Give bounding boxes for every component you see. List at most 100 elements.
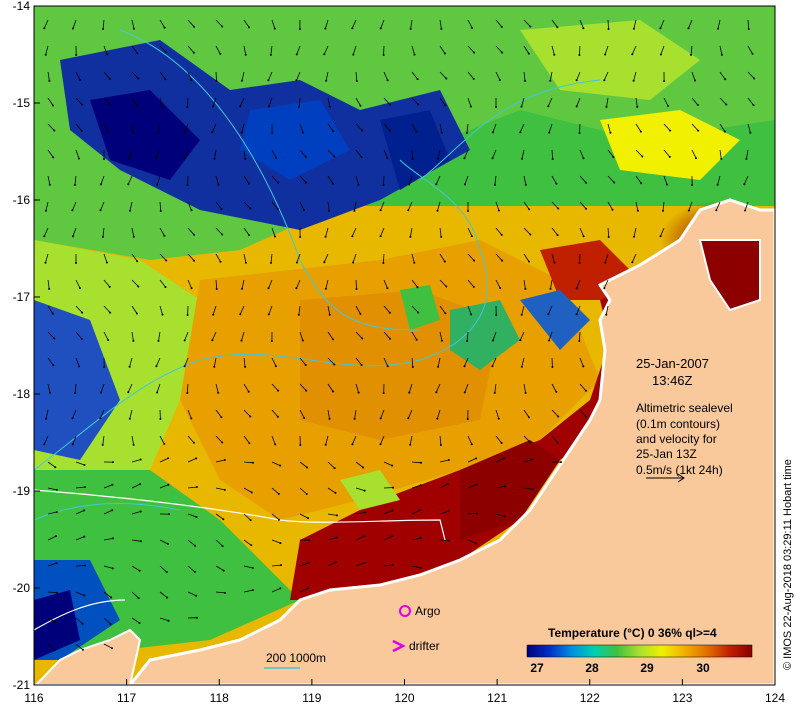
argo-label: Argo [415, 604, 441, 618]
velocity-arrowhead [106, 131, 109, 134]
velocity-arrow [495, 253, 503, 261]
velocity-arrowhead [186, 392, 189, 394]
velocity-arrow [411, 484, 421, 489]
velocity-arrowhead [437, 365, 440, 368]
velocity-arrowhead [575, 105, 578, 108]
velocity-arrowhead [386, 287, 389, 290]
velocity-arrowhead [324, 27, 327, 30]
velocity-arrow [467, 45, 475, 53]
velocity-arrow [299, 409, 305, 419]
velocity-arrowhead [495, 314, 498, 316]
velocity-arrow [521, 97, 525, 107]
velocity-arrowhead [332, 130, 335, 133]
velocity-arrowhead [43, 27, 46, 30]
velocity-arrowhead [138, 622, 141, 624]
velocity-arrowhead [669, 129, 672, 132]
velocity-arrow [354, 409, 357, 419]
velocity-arrowhead [440, 235, 443, 238]
velocity-arrow [103, 279, 111, 288]
velocity-arrowhead [475, 457, 478, 460]
velocity-arrowhead [331, 182, 334, 185]
velocity-arrowhead [83, 594, 86, 597]
velocity-arrowhead [132, 339, 135, 342]
velocity-arrowhead [139, 483, 142, 486]
velocity-arrowhead [99, 183, 102, 186]
x-tick-label: 119 [302, 691, 321, 705]
velocity-arrow [633, 19, 637, 29]
velocity-arrowhead [603, 79, 606, 82]
velocity-arrow [215, 591, 226, 594]
velocity-arrow [72, 409, 77, 419]
velocity-arrowhead [612, 156, 615, 159]
velocity-arrow [45, 45, 49, 55]
velocity-arrow [298, 305, 301, 315]
velocity-arrowhead [128, 157, 131, 160]
velocity-arrow [383, 97, 391, 105]
velocity-arrow [243, 175, 250, 184]
velocity-arrowhead [743, 183, 746, 186]
velocity-arrowhead [304, 155, 307, 158]
velocity-arrowhead [636, 105, 639, 108]
velocity-arrow [747, 123, 751, 133]
velocity-arrow [243, 565, 253, 569]
velocity-arrowhead [155, 365, 158, 368]
velocity-arrow [271, 487, 280, 495]
velocity-arrowhead [195, 594, 198, 597]
velocity-arrow [579, 383, 587, 392]
velocity-arrowhead [407, 209, 410, 212]
velocity-arrowhead [409, 27, 412, 30]
velocity-arrowhead [271, 132, 274, 134]
velocity-arrowhead [299, 236, 302, 238]
velocity-arrow [327, 561, 337, 567]
velocity-arrow [437, 409, 441, 419]
velocity-arrow [548, 331, 553, 341]
velocity-arrow [439, 331, 443, 341]
velocity-arrowhead [109, 623, 112, 626]
velocity-arrow [102, 19, 105, 30]
velocity-arrow [271, 175, 279, 183]
velocity-arrowhead [217, 183, 220, 186]
velocity-arrow [271, 539, 281, 544]
velocity-arrow [131, 331, 134, 341]
velocity-arrowhead [307, 587, 310, 590]
velocity-arrow [75, 510, 85, 515]
velocity-arrow [75, 123, 83, 132]
velocity-arrowhead [641, 155, 644, 158]
velocity-arrow [156, 175, 161, 185]
velocity-arrowhead [186, 314, 189, 316]
velocity-arrow [663, 97, 669, 107]
velocity-arrowhead [221, 441, 224, 444]
velocity-arrow [355, 149, 362, 158]
velocity-arrow [467, 458, 477, 463]
velocity-arrow [271, 409, 279, 418]
velocity-arrowhead [111, 567, 114, 570]
velocity-arrowhead [498, 79, 501, 82]
velocity-arrow [327, 537, 337, 541]
velocity-arrowhead [413, 53, 416, 56]
velocity-arrowhead [168, 513, 170, 516]
velocity-arrowhead [687, 27, 690, 30]
velocity-arrow [635, 97, 638, 107]
velocity-arrowhead [416, 78, 419, 81]
velocity-arrow [156, 357, 161, 367]
velocity-arrow [351, 227, 357, 237]
velocity-arrowhead [295, 53, 298, 56]
velocity-arrow [663, 123, 671, 131]
velocity-arrowhead [222, 518, 225, 521]
velocity-arrow [607, 123, 611, 133]
y-axis: -14 -15 -16 -17 -18 -19 -20 -21 [13, 0, 40, 692]
velocity-arrowhead [497, 209, 500, 212]
velocity-arrowhead [389, 337, 391, 340]
x-tick-label: 116 [24, 691, 43, 705]
velocity-arrow [75, 536, 85, 541]
velocity-arrowhead [251, 589, 254, 592]
velocity-arrowhead [527, 52, 530, 55]
velocity-arrowhead [631, 53, 634, 56]
velocity-arrowhead [301, 339, 304, 342]
velocity-arrow [299, 513, 309, 519]
velocity-arrow [605, 305, 609, 315]
velocity-arrowhead [195, 486, 198, 488]
velocity-arrowhead [363, 535, 366, 538]
velocity-arrowhead [361, 129, 364, 132]
velocity-arrow [159, 435, 165, 445]
